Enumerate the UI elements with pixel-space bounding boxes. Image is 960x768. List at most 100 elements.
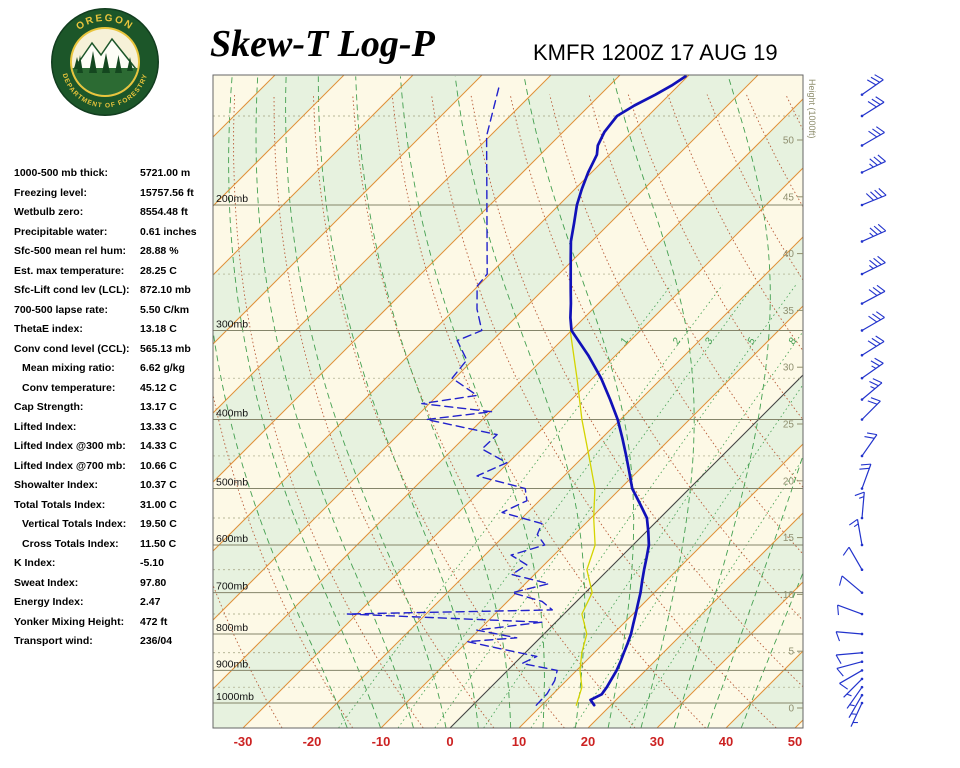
index-row: Sfc-Lift cond lev (LCL): 872.10 mb	[14, 284, 214, 304]
wind-barb	[848, 518, 864, 547]
index-value: 97.80	[140, 576, 167, 589]
index-row: Sweat Index: 97.80	[14, 577, 214, 597]
index-value: 28.25 C	[140, 264, 177, 277]
index-value: 565.13 mb	[140, 342, 191, 355]
moist-adiabats	[213, 76, 803, 728]
wind-barb	[859, 463, 872, 490]
wind-barb	[860, 188, 887, 207]
wind-barb	[838, 575, 864, 594]
index-row: Vertical Totals Index: 19.50 C	[14, 518, 214, 538]
index-label: Yonker Mixing Height:	[14, 615, 125, 628]
wind-barb	[860, 223, 887, 243]
temp-axis-label: 0	[446, 734, 453, 749]
height-tick-label: 0	[788, 704, 794, 715]
index-row: Wetbulb zero: 8554.48 ft	[14, 206, 214, 226]
height-tick-label: 10	[783, 590, 795, 601]
wind-barb	[839, 669, 864, 690]
index-row: Transport wind: 236/04	[14, 635, 214, 655]
wind-barb	[860, 397, 881, 421]
height-tick-label: 30	[783, 363, 795, 374]
mixing-ratio-label: 2	[670, 336, 683, 347]
wind-barb	[854, 491, 865, 520]
wind-barb	[860, 378, 883, 401]
wind-barb	[846, 685, 864, 709]
index-label: Sfc-Lift cond lev (LCL):	[14, 284, 130, 296]
pressure-label: 200mb	[216, 193, 248, 205]
index-row: Energy Index: 2.47	[14, 596, 214, 616]
index-row: Yonker Mixing Height: 472 ft	[14, 616, 214, 636]
index-row: Mean mixing ratio: 6.62 g/kg	[14, 362, 214, 382]
index-row: Cap Strength: 13.17 C	[14, 401, 214, 421]
pressure-gridlines	[213, 115, 803, 704]
temp-axis-label: 40	[719, 734, 733, 749]
index-label: Lifted Index:	[14, 420, 77, 433]
index-label: Total Totals Index:	[14, 498, 106, 511]
pressure-label: 700mb	[216, 581, 248, 593]
index-label: Lifted Index @300 mb:	[14, 440, 126, 452]
index-label: Transport wind:	[14, 635, 93, 647]
index-label: Sfc-500 mean rel hum:	[14, 245, 127, 257]
mixing-ratio-label: 1	[619, 336, 631, 346]
height-axis: 0 5 10 15 20 25 30 35 40 45 50 Height (1000ft)	[783, 79, 817, 715]
index-value: 0.61 inches	[140, 225, 197, 238]
index-value: 5721.00 m	[140, 167, 191, 179]
dewpoint-trace	[346, 82, 558, 706]
temp-axis-label: -20	[303, 734, 322, 749]
index-row: Cross Totals Index: 11.50 C	[14, 538, 214, 558]
height-tick-label: 25	[783, 420, 795, 431]
pressure-label: 300mb	[216, 318, 248, 330]
index-label: Vertical Totals Index:	[22, 518, 127, 530]
index-row: Conv temperature: 45.12 C	[14, 382, 214, 402]
temp-axis-label: -10	[372, 734, 391, 749]
wind-barb	[860, 311, 885, 332]
temp-axis-label: 50	[788, 734, 802, 749]
index-row: Conv cond level (CCL): 565.13 mb	[14, 343, 214, 363]
index-label: 1000-500 mb thick:	[14, 167, 108, 179]
index-value: 28.88 %	[140, 245, 179, 257]
index-value: 45.12 C	[140, 381, 177, 394]
wind-barb	[860, 74, 884, 96]
index-row: K Index: -5.10	[14, 557, 214, 577]
temp-axis-label: 10	[512, 734, 526, 749]
mixing-ratio-label: 8	[787, 336, 800, 346]
temp-axis-labels: -30 -20 -10 0 10 20 30 40 50	[234, 734, 803, 749]
height-tick-label: 35	[783, 306, 795, 317]
index-value: 10.37 C	[140, 479, 177, 491]
page-title: Skew-T Log-P	[210, 23, 435, 65]
index-row: Total Totals Index: 31.00 C	[14, 499, 214, 519]
index-label: ThetaE index:	[14, 323, 83, 335]
mixing-ratio-label: 5	[746, 336, 759, 346]
index-value: 10.66 C	[140, 459, 177, 472]
odf-logo-seal: OREGON DEPARTMENT OF FORESTRY	[51, 8, 159, 116]
height-tick-label: 15	[783, 533, 795, 544]
temp-axis-label: 20	[581, 734, 595, 749]
wind-barbs	[835, 74, 887, 727]
pressure-labels: 200mb 300mb 400mb 500mb 600mb 700mb 800mb 900mb…	[216, 193, 254, 703]
wind-barb	[860, 154, 886, 174]
wind-barb	[843, 677, 864, 698]
index-value: 872.10 mb	[140, 284, 191, 296]
pressure-label: 600mb	[216, 533, 248, 545]
plot-border	[212, 74, 804, 729]
wind-barb	[860, 96, 885, 118]
index-row: 700-500 lapse rate: 5.50 C/km	[14, 304, 214, 324]
pressure-label: 400mb	[216, 407, 248, 419]
index-label: Energy Index:	[14, 596, 84, 608]
wind-barb	[860, 357, 884, 380]
height-tick-label: 50	[783, 136, 795, 147]
temperature-trace	[569, 75, 687, 707]
index-row: Est. max temperature: 28.25 C	[14, 265, 214, 285]
station-label: KMFR 1200Z 17 AUG 19	[533, 40, 778, 65]
pressure-label: 500mb	[216, 477, 248, 489]
height-axis-title: Height (1000ft)	[807, 79, 817, 139]
index-value: 15757.56 ft	[140, 186, 194, 199]
index-label: Mean mixing ratio:	[22, 362, 115, 374]
index-label: K Index:	[14, 557, 56, 569]
mixing-ratio-labels: 1 2 3 5 8	[619, 336, 800, 347]
index-value: 6.62 g/kg	[140, 362, 185, 374]
indices-panel: 1000-500 mb thick: 5721.00 m Freezing leve…	[14, 167, 214, 655]
index-row: Lifted Index @700 mb: 10.66 C	[14, 460, 214, 480]
index-label: Freezing level:	[14, 186, 87, 199]
pressure-label: 1000mb	[216, 691, 254, 703]
